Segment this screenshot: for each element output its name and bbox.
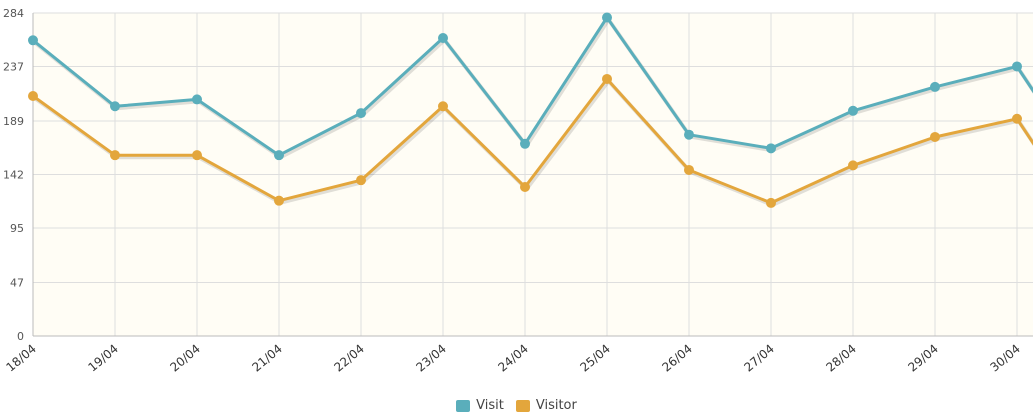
x-tick-label: 25/04 — [577, 342, 612, 375]
y-axis: 0 47 95 142 189 237 284 — [3, 7, 34, 343]
x-tick-label: 23/04 — [413, 342, 448, 375]
x-tick-label: 20/04 — [167, 342, 202, 375]
data-point-visitor[interactable] — [930, 131, 940, 142]
data-point-visitor[interactable] — [110, 150, 120, 161]
x-tick-label: 18/04 — [3, 342, 38, 375]
y-tick-label: 189 — [3, 115, 24, 128]
data-point-visit[interactable] — [192, 94, 202, 105]
data-point-visit[interactable] — [274, 150, 284, 161]
data-point-visitor[interactable] — [274, 195, 284, 206]
data-point-visit[interactable] — [28, 35, 38, 46]
legend-label-visitor: Visitor — [535, 398, 577, 413]
x-tick-label: 26/04 — [659, 342, 694, 375]
x-tick-label: 24/04 — [495, 342, 530, 375]
series-line-visitor — [32, 77, 1033, 205]
x-tick-label: 27/04 — [741, 342, 776, 375]
data-point-visit[interactable] — [848, 105, 858, 116]
data-point-visitor[interactable] — [438, 101, 448, 112]
data-point-visitor[interactable] — [848, 160, 858, 171]
series-layer — [28, 12, 1033, 208]
data-point-visitor[interactable] — [1012, 113, 1022, 124]
data-point-visitor[interactable] — [684, 164, 694, 175]
data-point-visit[interactable] — [438, 33, 448, 44]
data-point-visitor[interactable] — [766, 197, 776, 208]
data-point-visitor[interactable] — [602, 73, 612, 84]
x-tick-label: 19/04 — [85, 342, 120, 375]
series-line-visit — [32, 16, 1033, 157]
x-axis: 18/04 19/04 20/04 21/04 22/04 23/04 24/04 25/04… — [3, 335, 1033, 375]
y-tick-label: 142 — [3, 169, 24, 182]
y-tick-label: 95 — [10, 222, 24, 235]
y-tick-label: 237 — [3, 60, 24, 73]
data-point-visitor[interactable] — [520, 182, 530, 193]
x-tick-label: 29/04 — [905, 342, 940, 375]
y-tick-label: 47 — [10, 277, 24, 290]
x-tick-label: 22/04 — [331, 342, 366, 375]
data-point-visit[interactable] — [1012, 61, 1022, 72]
legend-item-visitor[interactable]: Visitor — [515, 398, 577, 413]
y-tick-label: 0 — [17, 330, 24, 343]
y-tick-label: 284 — [3, 7, 24, 20]
data-point-visitor[interactable] — [356, 175, 366, 186]
chart-legend: Visit Visitor — [0, 398, 1033, 413]
data-point-visit[interactable] — [766, 143, 776, 154]
data-point-visit[interactable] — [110, 101, 120, 112]
x-tick-label: 21/04 — [249, 342, 284, 375]
data-point-visitor[interactable] — [192, 150, 202, 161]
x-tick-label: 30/04 — [987, 342, 1022, 375]
legend-swatch-visit — [456, 399, 471, 412]
x-tick-label: 28/04 — [823, 342, 858, 375]
data-point-visitor[interactable] — [28, 91, 38, 102]
data-point-visit[interactable] — [930, 81, 940, 92]
data-point-visit[interactable] — [684, 129, 694, 140]
data-point-visit[interactable] — [520, 138, 530, 149]
legend-label-visit: Visit — [476, 398, 504, 413]
legend-swatch-visitor — [515, 399, 530, 412]
data-point-visit[interactable] — [356, 108, 366, 119]
data-point-visit[interactable] — [602, 12, 612, 23]
legend-item-visit[interactable]: Visit — [456, 398, 504, 413]
grid-lines — [32, 12, 1033, 337]
